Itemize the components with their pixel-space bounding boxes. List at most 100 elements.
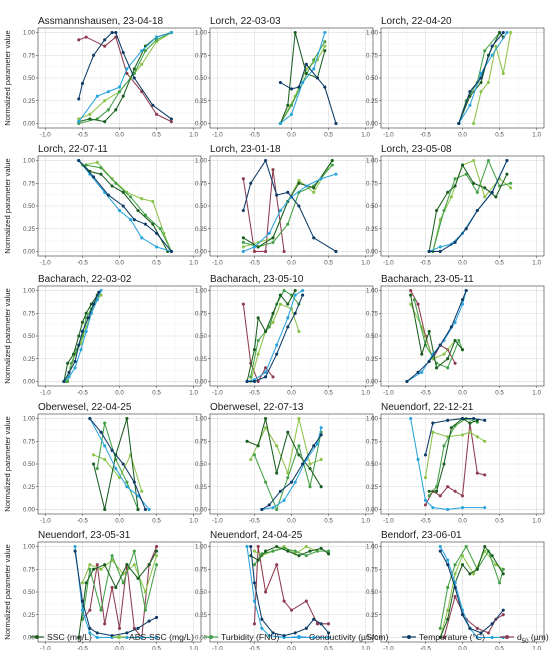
data-point-turb — [155, 563, 159, 567]
data-point-temp — [472, 417, 476, 421]
data-point-temp — [264, 159, 268, 163]
y-tick-label: 1.00 — [366, 158, 379, 165]
data-point-temp — [73, 549, 77, 553]
series-line-temp — [89, 418, 146, 510]
series-line-cond — [74, 546, 157, 638]
legend-label: d50 (µm) — [517, 632, 549, 645]
data-point-abs — [88, 112, 92, 116]
data-point-ssc — [121, 190, 125, 194]
x-tick-label: -0.5 — [249, 390, 260, 397]
x-tick-label: 0.5 — [324, 260, 333, 267]
data-point-turb — [99, 608, 103, 612]
x-tick-label: -0.5 — [420, 132, 431, 139]
data-point-turb — [427, 494, 431, 498]
x-tick-label: 0.0 — [458, 390, 467, 397]
data-point-d50 — [264, 590, 268, 594]
legend-item-abs: ABS-SSC (mg/L) — [112, 632, 194, 642]
legend-item-temp: Temperature (°C) — [402, 632, 485, 642]
data-point-abs — [256, 352, 260, 356]
data-point-temp — [92, 302, 96, 306]
y-tick-label: 0.25 — [195, 484, 208, 491]
legend-item-turb: Turbidity (FNU) — [204, 632, 280, 642]
data-point-turb — [308, 485, 312, 489]
data-point-turb — [69, 361, 73, 365]
data-point-abs — [494, 44, 498, 48]
y-tick-label: 0.25 — [366, 612, 379, 619]
panel-title: Lorch, 23-01-18 — [210, 144, 281, 155]
data-point-temp — [260, 507, 264, 512]
x-tick-label: -0.5 — [420, 518, 431, 525]
data-point-ssc — [483, 186, 487, 190]
data-point-cond — [260, 626, 264, 630]
x-tick-label: 0.0 — [458, 518, 467, 525]
y-tick-label: 1.00 — [195, 544, 208, 551]
data-point-turb — [241, 240, 245, 244]
data-point-ssc — [278, 293, 282, 297]
y-tick-label: 0.00 — [366, 379, 379, 386]
y-tick-label: 0.00 — [195, 379, 208, 386]
data-point-abs — [92, 453, 96, 457]
data-point-temp — [315, 76, 319, 80]
data-point-temp — [293, 311, 297, 315]
data-point-cond — [475, 635, 479, 639]
series-line-cond — [78, 32, 172, 122]
data-point-temp — [460, 417, 465, 421]
y-tick-label: 0.25 — [366, 98, 379, 105]
data-point-ssc — [304, 71, 308, 75]
data-point-temp — [468, 90, 472, 94]
data-point-ssc — [264, 549, 268, 553]
x-tick-label: 0.5 — [495, 646, 504, 650]
x-tick-label: -1.0 — [383, 518, 394, 525]
data-point-cond — [319, 426, 323, 430]
series-line-cond — [89, 418, 150, 510]
series-line-ssc — [246, 290, 296, 382]
data-point-temp — [125, 631, 129, 635]
data-point-d50 — [453, 361, 457, 365]
data-point-d50 — [241, 177, 245, 181]
data-point-ssc — [271, 311, 275, 315]
data-point-d50 — [275, 563, 279, 567]
data-point-turb — [304, 554, 308, 558]
series-line-ssc — [246, 418, 322, 488]
data-point-ssc — [136, 507, 140, 512]
panel-4: Lorch, 22-07-11 -1.0 -0.5 0.0 0.5 1.0 0.00 0.25… — [3, 144, 202, 267]
data-point-abs — [472, 121, 476, 125]
y-tick-label: 0.50 — [195, 461, 208, 468]
panel-title: Bendorf, 23-06-01 — [381, 530, 462, 541]
data-point-cond — [301, 81, 305, 85]
data-point-ssc — [409, 293, 413, 297]
data-point-cond — [490, 53, 494, 57]
data-point-d50 — [501, 613, 505, 617]
panel-title: Neuendorf, 24-04-25 — [210, 530, 303, 541]
data-point-temp — [132, 76, 136, 80]
series-line-temp — [78, 32, 172, 120]
data-point-ssc — [103, 507, 107, 512]
data-point-turb — [99, 166, 103, 170]
data-point-d50 — [442, 635, 446, 639]
data-point-cond — [282, 498, 286, 502]
data-point-cond — [155, 35, 159, 39]
data-point-abs — [252, 549, 256, 553]
y-tick-label: 0.00 — [23, 507, 36, 514]
data-point-temp — [275, 193, 279, 197]
data-point-temp — [73, 359, 77, 364]
x-tick-label: -1.0 — [40, 260, 51, 267]
x-tick-label: -1.0 — [40, 390, 51, 397]
data-point-abs — [509, 186, 513, 190]
y-tick-label: 0.50 — [195, 589, 208, 596]
panel-title: Lorch, 22-04-20 — [381, 16, 452, 27]
data-point-temp — [483, 418, 487, 422]
data-point-cond — [483, 506, 487, 510]
y-tick-label: 1.00 — [366, 30, 379, 37]
x-tick-label: -1.0 — [383, 646, 394, 650]
data-point-ssc — [435, 489, 439, 493]
x-tick-label: -0.5 — [249, 518, 260, 525]
series-line-turb — [81, 550, 158, 620]
data-point-cond — [241, 249, 245, 253]
data-point-turb — [103, 421, 107, 425]
series-line-ssc — [63, 294, 98, 382]
data-point-ssc — [103, 563, 107, 567]
data-point-temp — [423, 453, 428, 457]
data-point-d50 — [264, 366, 268, 370]
legend-swatch-point — [117, 635, 121, 639]
